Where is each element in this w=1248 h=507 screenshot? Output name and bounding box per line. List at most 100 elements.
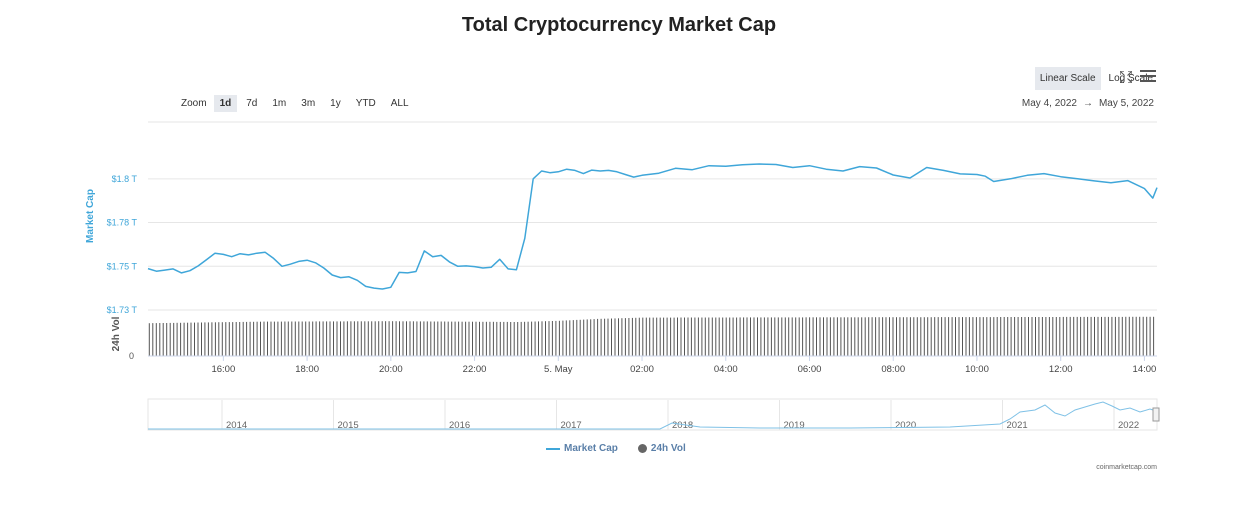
volume-bar [1028,317,1029,356]
volume-bar [857,317,859,356]
volume-bar [392,321,394,356]
volume-bar [638,317,640,356]
volume-bar [989,317,991,356]
volume-bar [277,321,279,356]
line-swatch-icon [546,447,560,450]
volume-bar [850,317,852,356]
volume-bar [962,317,963,356]
navigator-year-label: 2014 [226,420,247,431]
volume-bar [301,321,303,356]
volume-bar [791,317,793,356]
volume-bar [336,321,338,356]
volume-bar [871,317,873,356]
volume-bar [503,321,505,356]
volume-bar [357,321,359,356]
volume-bar [284,321,286,356]
volume-bar [419,321,421,356]
zoom-1m-button[interactable]: 1m [272,98,287,109]
log-scale-button[interactable]: Log Scale [1103,67,1158,90]
volume-bar [677,317,678,356]
y-tick-labels: $1.8 T $1.78 T $1.75 T $1.73 T [107,174,138,315]
volume-bar [187,322,189,356]
volume-bar [948,317,950,356]
volume-bar [412,321,414,356]
volume-bar [430,321,432,356]
volume-bar [955,317,956,356]
volume-bar [1149,316,1151,356]
navigator-year-label: 2020 [895,420,916,431]
credit-link[interactable]: coinmarketcap.com [1096,464,1157,471]
zoom-all-button[interactable]: ALL [390,98,409,109]
volume-bar [287,321,289,356]
volume-bar [909,317,911,356]
navigator-handle[interactable] [1152,407,1160,422]
volume-bar [1055,317,1057,356]
volume-bar [597,318,599,356]
volume-bar [725,317,727,356]
volume-bar [409,321,411,356]
volume-bar [308,321,310,356]
linear-scale-button[interactable]: Linear Scale [1034,67,1101,90]
volume-bar [148,323,150,356]
date-range[interactable]: May 4, 2022 → May 5, 2022 [1022,98,1154,109]
volume-bar [1069,316,1071,356]
zoom-7d-button[interactable]: 7d [246,98,258,109]
market-cap-chart[interactable]: Market Cap 24h Vol $1.8 T$1.78 T$1.75 T$… [0,0,1248,440]
volume-bar [513,322,515,356]
volume-bar [687,317,689,356]
volume-bar [322,321,324,356]
volume-bar [982,317,984,356]
navigator-year-label: 2016 [449,420,470,431]
volume-bar [854,317,856,356]
volume-bar [312,321,314,356]
menu-icon[interactable] [1140,70,1156,84]
volume-bar [1128,316,1130,356]
volume-bar [315,321,317,356]
fullscreen-icon[interactable] [1120,71,1132,83]
volume-bar [218,322,220,356]
volume-bar [545,321,546,356]
volume-bar [280,321,282,356]
legend-volume[interactable]: 24h Vol [637,443,686,454]
volume-bar [260,321,261,356]
volume-bar [225,322,227,356]
zoom-ytd-button[interactable]: YTD [355,98,376,109]
volume-bar [743,317,745,356]
volume-bar [433,321,435,356]
volume-bar [183,322,185,356]
volume-bar [604,318,606,356]
volume-bar [913,317,915,356]
volume-bar [1031,317,1033,356]
legend-market-cap[interactable]: Market Cap [546,443,618,454]
x-tick-label: 10:00 [965,364,989,375]
volume-bar [1153,316,1155,356]
volume-bar [451,321,453,356]
volume-bar [169,322,171,356]
zoom-3m-button[interactable]: 3m [301,98,316,109]
volume-bar [291,321,293,356]
navigator-series [148,401,1157,430]
x-tick-label: 18:00 [295,364,319,375]
volume-bar [531,321,533,356]
volume-bar [715,317,717,356]
volume-bar [645,317,647,356]
x-tick-labels: 16:00 18:00 20:00 22:00 5. May 02:00 04:00 06:0… [211,356,1156,375]
volume-bar [802,317,804,356]
volume-bar [527,321,529,356]
zoom-1y-button[interactable]: 1y [330,98,341,109]
volume-bar [663,317,665,356]
date-range-to[interactable]: May 5, 2022 [1098,98,1154,109]
volume-bar [864,317,866,356]
volume-bar [708,317,710,356]
volume-bar [697,317,699,356]
volume-bar [152,323,154,356]
volume-bar [1041,317,1043,356]
legend: Market Cap 24h Vol [546,443,686,454]
y-tick-label: $1.75 T [107,261,138,271]
volume-bar [941,317,943,356]
volume-bar [510,322,512,356]
volume-bar [993,317,995,356]
zoom-1d-button[interactable]: 1d [213,95,238,112]
volume-bar [155,323,157,356]
date-range-from[interactable]: May 4, 2022 [1021,98,1077,109]
